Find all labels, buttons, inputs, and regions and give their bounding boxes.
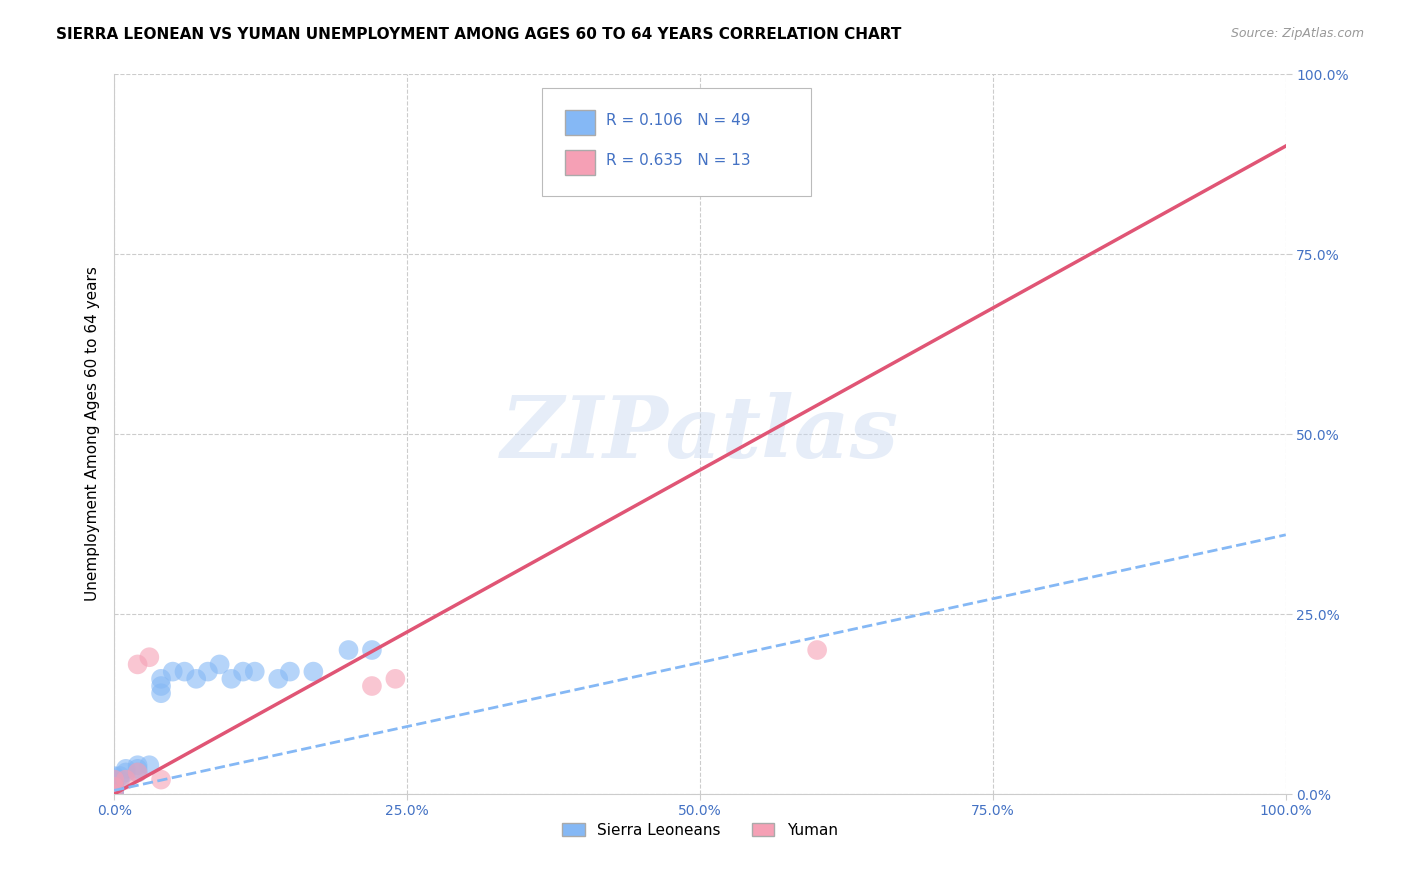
Point [103,787,125,801]
Point [1192,53,1215,67]
Point [108,772,131,787]
Point [302,665,325,679]
Point [103,787,125,801]
Point [127,765,149,780]
Point [361,679,384,693]
Point [103,787,125,801]
Point [103,787,125,801]
Point [103,776,125,790]
Point [138,758,160,772]
Point [115,772,138,787]
Point [103,787,125,801]
Point [103,787,125,801]
Point [103,787,125,801]
Point [150,679,173,693]
Point [103,787,125,801]
Point [243,665,266,679]
Point [127,657,149,672]
Point [103,780,125,794]
Point [150,772,173,787]
Point [103,787,125,801]
Point [138,650,160,665]
Point [103,780,125,794]
Point [361,643,384,657]
Point [103,787,125,801]
Point [103,783,125,797]
Point [103,772,125,787]
Point [103,772,125,787]
Point [150,686,173,700]
Point [103,787,125,801]
Point [103,769,125,783]
Point [232,665,254,679]
Point [267,672,290,686]
Point [337,643,360,657]
Point [127,758,149,772]
Point [103,780,125,794]
Text: Source: ZipAtlas.com: Source: ZipAtlas.com [1230,27,1364,40]
FancyBboxPatch shape [565,150,595,175]
Text: SIERRA LEONEAN VS YUMAN UNEMPLOYMENT AMONG AGES 60 TO 64 YEARS CORRELATION CHART: SIERRA LEONEAN VS YUMAN UNEMPLOYMENT AMO… [56,27,901,42]
FancyBboxPatch shape [565,110,595,136]
Point [173,665,195,679]
Point [806,643,828,657]
Point [103,787,125,801]
Point [103,772,125,787]
Text: ZIPatlas: ZIPatlas [501,392,898,475]
Point [103,787,125,801]
Point [150,672,173,686]
Text: R = 0.106   N = 49: R = 0.106 N = 49 [606,113,751,128]
Point [103,780,125,794]
Point [384,672,406,686]
Point [103,776,125,790]
Point [115,762,138,776]
Point [221,672,243,686]
Point [108,769,131,783]
Point [197,665,219,679]
Point [1192,53,1215,67]
Point [103,783,125,797]
Text: R = 0.635   N = 13: R = 0.635 N = 13 [606,153,751,168]
Point [127,765,149,780]
Y-axis label: Unemployment Among Ages 60 to 64 years: Unemployment Among Ages 60 to 64 years [86,267,100,601]
Point [278,665,301,679]
Point [162,665,184,679]
Point [127,762,149,776]
Point [208,657,231,672]
Point [103,772,125,787]
Point [115,765,138,780]
Point [103,787,125,801]
Point [103,783,125,797]
FancyBboxPatch shape [541,88,811,196]
Point [186,672,208,686]
Legend: Sierra Leoneans, Yuman: Sierra Leoneans, Yuman [557,817,844,844]
